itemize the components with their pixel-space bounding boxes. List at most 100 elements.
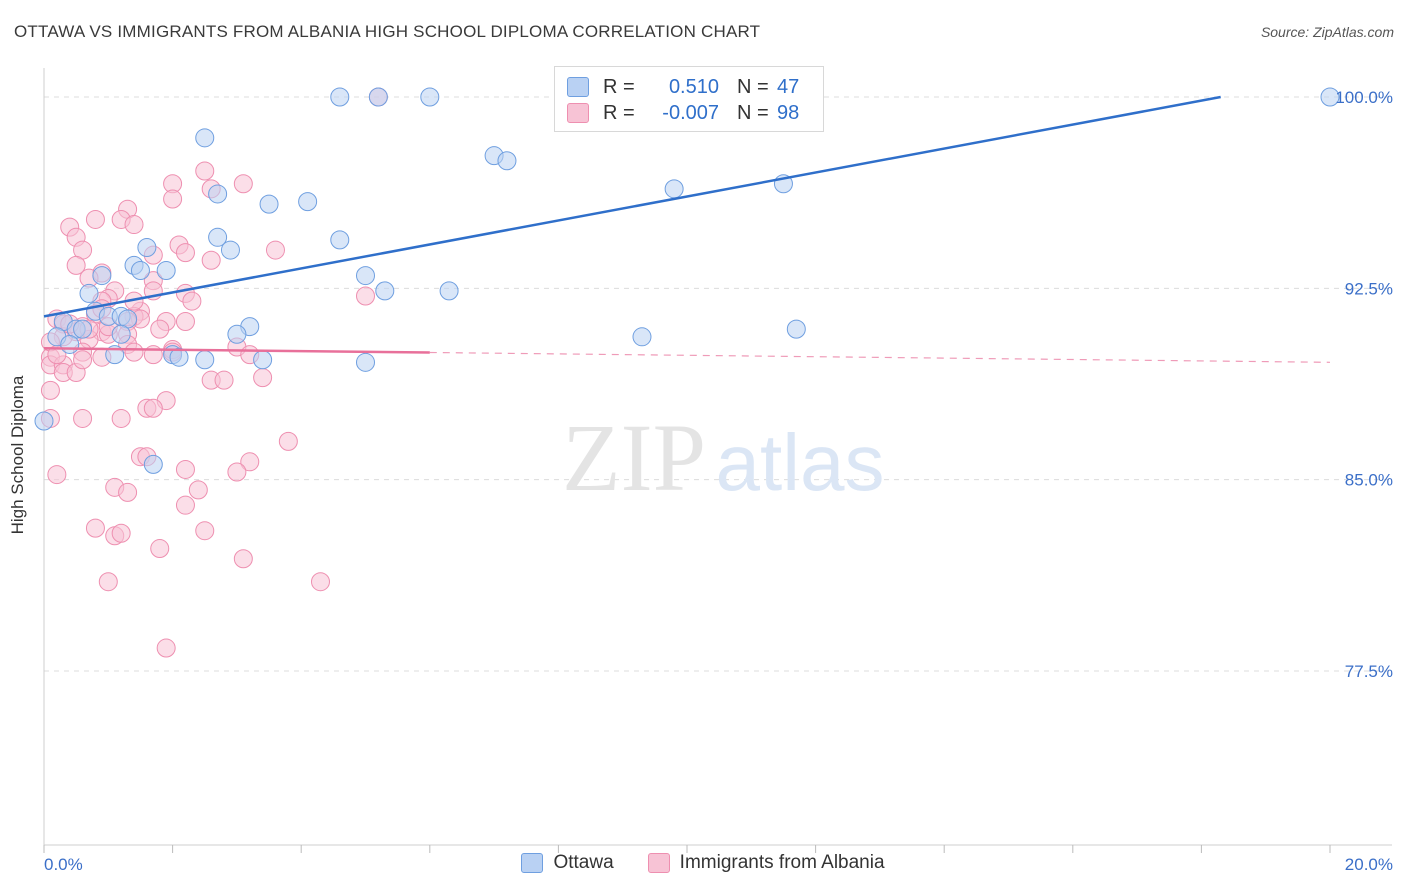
ottawa-point bbox=[169, 347, 189, 367]
ottawa-point bbox=[298, 192, 318, 212]
ottawa-point bbox=[786, 319, 806, 339]
watermark-atlas: atlas bbox=[716, 418, 885, 507]
albania-point bbox=[98, 572, 118, 592]
y-tick-label: 85.0% bbox=[1345, 471, 1393, 490]
series-legend: Ottawa Immigrants from Albania bbox=[0, 852, 1406, 874]
ottawa-point bbox=[259, 194, 279, 214]
ottawa-point bbox=[356, 266, 375, 286]
ottawa-point bbox=[227, 324, 247, 344]
albania-point bbox=[143, 398, 163, 418]
albania-point bbox=[356, 286, 375, 306]
albania-point bbox=[233, 549, 253, 569]
series-ottawa-points bbox=[34, 87, 1340, 474]
ottawa-point bbox=[60, 334, 80, 354]
axes bbox=[43, 68, 1392, 853]
albania-point bbox=[156, 638, 176, 658]
ottawa-point bbox=[420, 87, 440, 107]
albania-point bbox=[310, 572, 330, 592]
n-value: 98 bbox=[777, 101, 800, 124]
ottawa-point bbox=[632, 327, 652, 347]
trend-lines bbox=[43, 95, 1331, 363]
ottawa-point bbox=[330, 87, 350, 107]
ottawa-point bbox=[143, 454, 163, 474]
ottawa-point bbox=[330, 230, 350, 250]
r-value: 0.510 bbox=[668, 75, 719, 98]
y-tick-label: 100.0% bbox=[1335, 88, 1393, 107]
ottawa-point bbox=[253, 350, 273, 370]
x-tick-label: 0.0% bbox=[44, 855, 83, 874]
albania-point bbox=[85, 518, 105, 538]
albania-point bbox=[175, 311, 195, 331]
series-albania-points bbox=[40, 87, 388, 658]
n-label: N = bbox=[737, 75, 769, 98]
ottawa-swatch bbox=[567, 77, 589, 97]
y-tick-labels: 77.5% 85.0% 92.5% 100.0% bbox=[1335, 88, 1393, 681]
ottawa-point bbox=[111, 324, 131, 344]
albania-point bbox=[47, 465, 67, 485]
ottawa-point bbox=[34, 411, 54, 431]
albania-point bbox=[150, 539, 170, 559]
albania-point bbox=[201, 250, 221, 270]
albania-point bbox=[40, 380, 60, 400]
watermark-zip: ZIP bbox=[562, 404, 706, 511]
ottawa-point bbox=[195, 128, 215, 148]
albania-trend-line-extension bbox=[429, 351, 1331, 363]
x-tick-label: 20.0% bbox=[1345, 855, 1393, 874]
r-value: -0.007 bbox=[662, 101, 719, 124]
source-credit: Source: ZipAtlas.com bbox=[1260, 24, 1394, 40]
albania-point bbox=[175, 495, 195, 515]
ottawa-point bbox=[368, 87, 388, 107]
albania-point bbox=[182, 291, 202, 311]
legend-item-albania[interactable]: Immigrants from Albania bbox=[647, 852, 885, 874]
albania-point bbox=[73, 408, 93, 428]
albania-point bbox=[240, 452, 260, 472]
albania-point bbox=[278, 431, 298, 451]
ottawa-point bbox=[130, 260, 150, 280]
albania-point bbox=[265, 240, 285, 260]
albania-point bbox=[66, 255, 86, 275]
ottawa-point bbox=[356, 352, 375, 372]
ottawa-point bbox=[73, 319, 93, 339]
legend-item-ottawa[interactable]: Ottawa bbox=[521, 852, 614, 874]
ottawa-trend-line bbox=[43, 95, 1221, 318]
legend-label-ottawa: Ottawa bbox=[553, 852, 614, 873]
ottawa-point bbox=[137, 238, 157, 258]
x-tick-labels: 0.0% 20.0% bbox=[44, 855, 1393, 874]
r-label: R = bbox=[603, 75, 635, 98]
albania-point bbox=[195, 521, 215, 541]
ottawa-point bbox=[664, 179, 684, 199]
albania-point bbox=[150, 319, 170, 339]
n-value: 47 bbox=[777, 75, 800, 98]
watermark: ZIP atlas bbox=[562, 404, 884, 511]
n-label: N = bbox=[737, 101, 769, 124]
grid-lines bbox=[44, 96, 1392, 672]
ottawa-swatch bbox=[521, 853, 544, 873]
legend-row-albania: R = -0.007 N = 98 bbox=[567, 101, 799, 125]
albania-point bbox=[85, 209, 105, 229]
albania-swatch bbox=[567, 103, 589, 123]
albania-point bbox=[111, 523, 131, 543]
ottawa-point bbox=[208, 184, 228, 204]
y-tick-label: 92.5% bbox=[1345, 279, 1393, 298]
albania-point bbox=[163, 189, 183, 209]
ottawa-point bbox=[220, 240, 240, 260]
r-label: R = bbox=[603, 101, 635, 124]
albania-point bbox=[214, 370, 234, 390]
albania-point bbox=[195, 161, 215, 181]
albania-point bbox=[233, 174, 253, 194]
ottawa-point bbox=[497, 151, 517, 171]
legend-label-albania: Immigrants from Albania bbox=[679, 852, 885, 873]
ottawa-point bbox=[79, 283, 99, 303]
ottawa-point bbox=[208, 227, 228, 247]
legend-row-ottawa: R = 0.510 N = 47 bbox=[567, 75, 799, 99]
ottawa-point bbox=[439, 281, 459, 301]
albania-point bbox=[175, 243, 195, 263]
y-tick-label: 77.5% bbox=[1345, 662, 1393, 681]
albania-point bbox=[111, 408, 131, 428]
y-axis-label: High School Diploma bbox=[8, 375, 27, 535]
ottawa-point bbox=[375, 281, 395, 301]
albania-point bbox=[253, 368, 273, 388]
albania-point bbox=[227, 462, 247, 482]
albania-trend-line bbox=[43, 347, 430, 354]
